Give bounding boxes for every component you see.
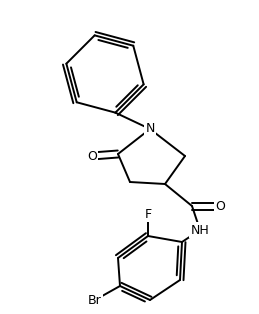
Text: Br: Br	[88, 294, 102, 306]
Text: O: O	[215, 199, 225, 213]
Text: N: N	[145, 122, 155, 136]
Text: F: F	[145, 208, 152, 220]
Text: O: O	[87, 149, 97, 163]
Text: NH: NH	[191, 224, 209, 236]
